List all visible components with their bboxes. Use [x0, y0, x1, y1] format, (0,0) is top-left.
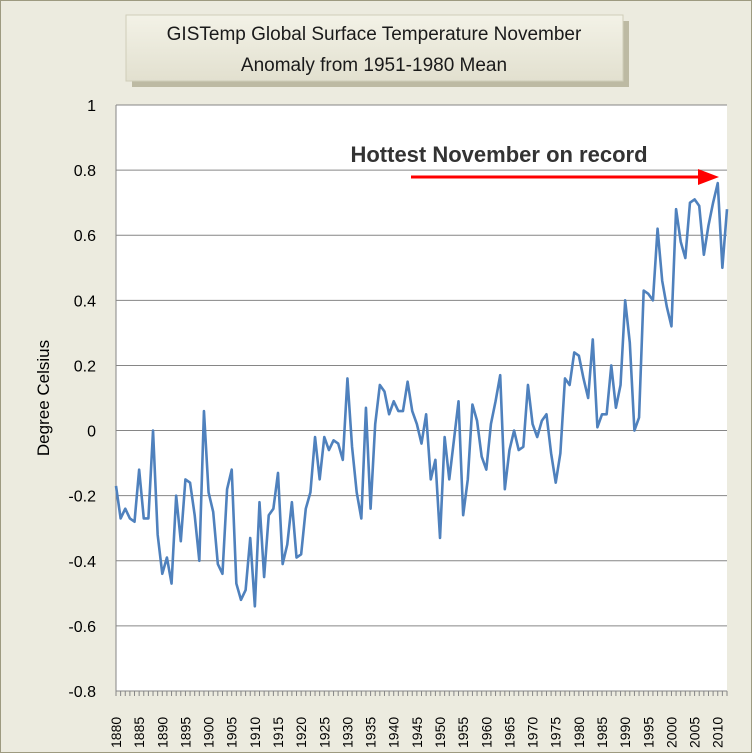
x-tick-label: 2010	[710, 717, 726, 748]
x-tick-label: 1985	[594, 717, 610, 748]
x-tick-label: 1960	[478, 717, 494, 748]
annotation-text: Hottest November on record	[350, 142, 647, 167]
x-tick-label: 1920	[293, 717, 309, 748]
x-axis	[115, 105, 728, 696]
x-tick-label: 1890	[154, 717, 170, 748]
x-tick-label: 1905	[224, 717, 240, 748]
y-tick-label: 0.6	[74, 228, 96, 245]
series-line	[114, 181, 729, 608]
x-tick-label: 1940	[386, 717, 402, 748]
x-tick-label: 1970	[525, 717, 541, 748]
x-tick-label: 1950	[432, 717, 448, 748]
y-axis-label: Degree Celsius	[34, 340, 53, 456]
x-tick-label: 1995	[640, 717, 656, 748]
x-tick-label: 1955	[455, 717, 471, 748]
chart-title-line-2: Anomaly from 1951-1980 Mean	[241, 55, 507, 76]
x-tick-label: 1880	[108, 717, 124, 748]
y-tick-label: -0.8	[68, 684, 96, 701]
x-tick-label: 1885	[131, 717, 147, 748]
x-tick-label: 1900	[201, 717, 217, 748]
y-tick-label: -0.6	[68, 619, 96, 636]
x-tick-label: 1910	[247, 717, 263, 748]
x-tick-label: 2000	[663, 717, 679, 748]
y-tick-label: 0.2	[74, 358, 96, 375]
x-tick-label: 1935	[363, 717, 379, 748]
x-tick-label: 1945	[409, 717, 425, 748]
y-tick-label: 1	[87, 98, 96, 115]
x-tick-label: 1915	[270, 717, 286, 748]
plot-area	[116, 105, 727, 691]
x-tick-label: 1965	[501, 717, 517, 748]
y-tick-label: 0	[87, 424, 96, 441]
title-box: GISTemp Global Surface Temperature Novem…	[125, 14, 629, 87]
x-tick-label: 2005	[687, 717, 703, 748]
x-tick-label: 1980	[571, 717, 587, 748]
y-tick-label: 0.4	[74, 293, 96, 310]
x-tick-label: 1930	[339, 717, 355, 748]
x-tick-label: 1975	[548, 717, 564, 748]
annotation-arrow	[411, 169, 719, 185]
x-tick-label: 1925	[316, 717, 332, 748]
y-axis: 1 0.8 0.6 0.4 0.2 0 -0.2 -0.4 -0.6 -0.8	[68, 98, 96, 701]
y-tick-label: -0.2	[68, 489, 96, 506]
y-tick-label: 0.8	[74, 163, 96, 180]
chart-title-line-1: GISTemp Global Surface Temperature Novem…	[167, 24, 582, 45]
y-tick-label: -0.4	[68, 554, 96, 571]
x-tick-label: 1990	[617, 717, 633, 748]
x-tick-label: 1895	[177, 717, 193, 748]
x-tick-labels: 1880 1885 1890 1895 1900 1905 1910 1915 1920 1925…	[108, 717, 726, 748]
